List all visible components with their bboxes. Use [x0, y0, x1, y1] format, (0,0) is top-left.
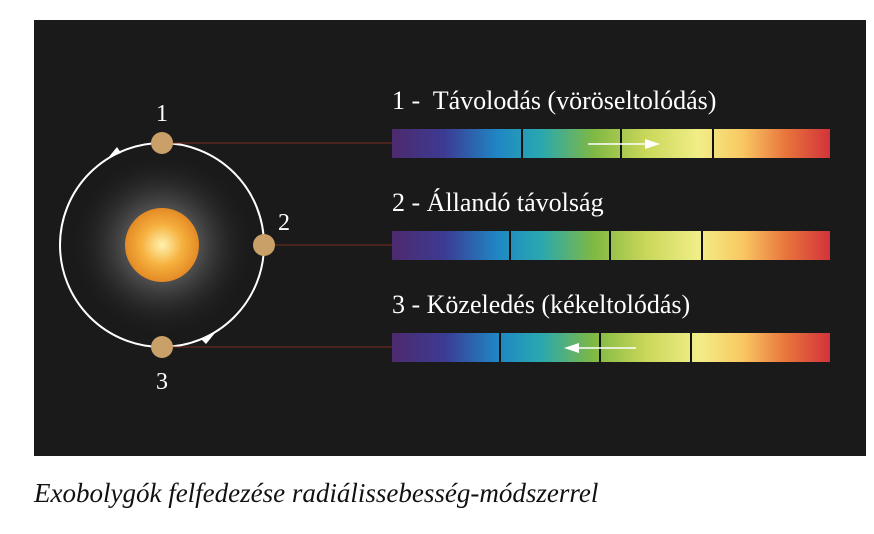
planet-2 [253, 234, 275, 256]
orbit-arrow-icon [201, 333, 215, 344]
planet-number-3: 3 [156, 369, 168, 395]
spectrum-label-3: 3 - Közeledés (kékeltolódás) [392, 290, 690, 319]
star [125, 208, 199, 282]
planet-number-2: 2 [278, 210, 290, 236]
planet-1 [151, 132, 173, 154]
planet-3 [151, 336, 173, 358]
spectrum-label-1: 1 - Távolodás (vöröseltolódás) [392, 86, 716, 115]
spectrum-label-2: 2 - Állandó távolság [392, 188, 604, 217]
shift-arrow-right-icon-head [645, 139, 660, 149]
planet-number-1: 1 [156, 101, 168, 127]
shift-arrow-left-icon-head [564, 343, 579, 353]
orbit-arrow-icon [108, 147, 121, 158]
figure-caption: Exobolygók felfedezése radiálissebesség-… [34, 478, 599, 508]
